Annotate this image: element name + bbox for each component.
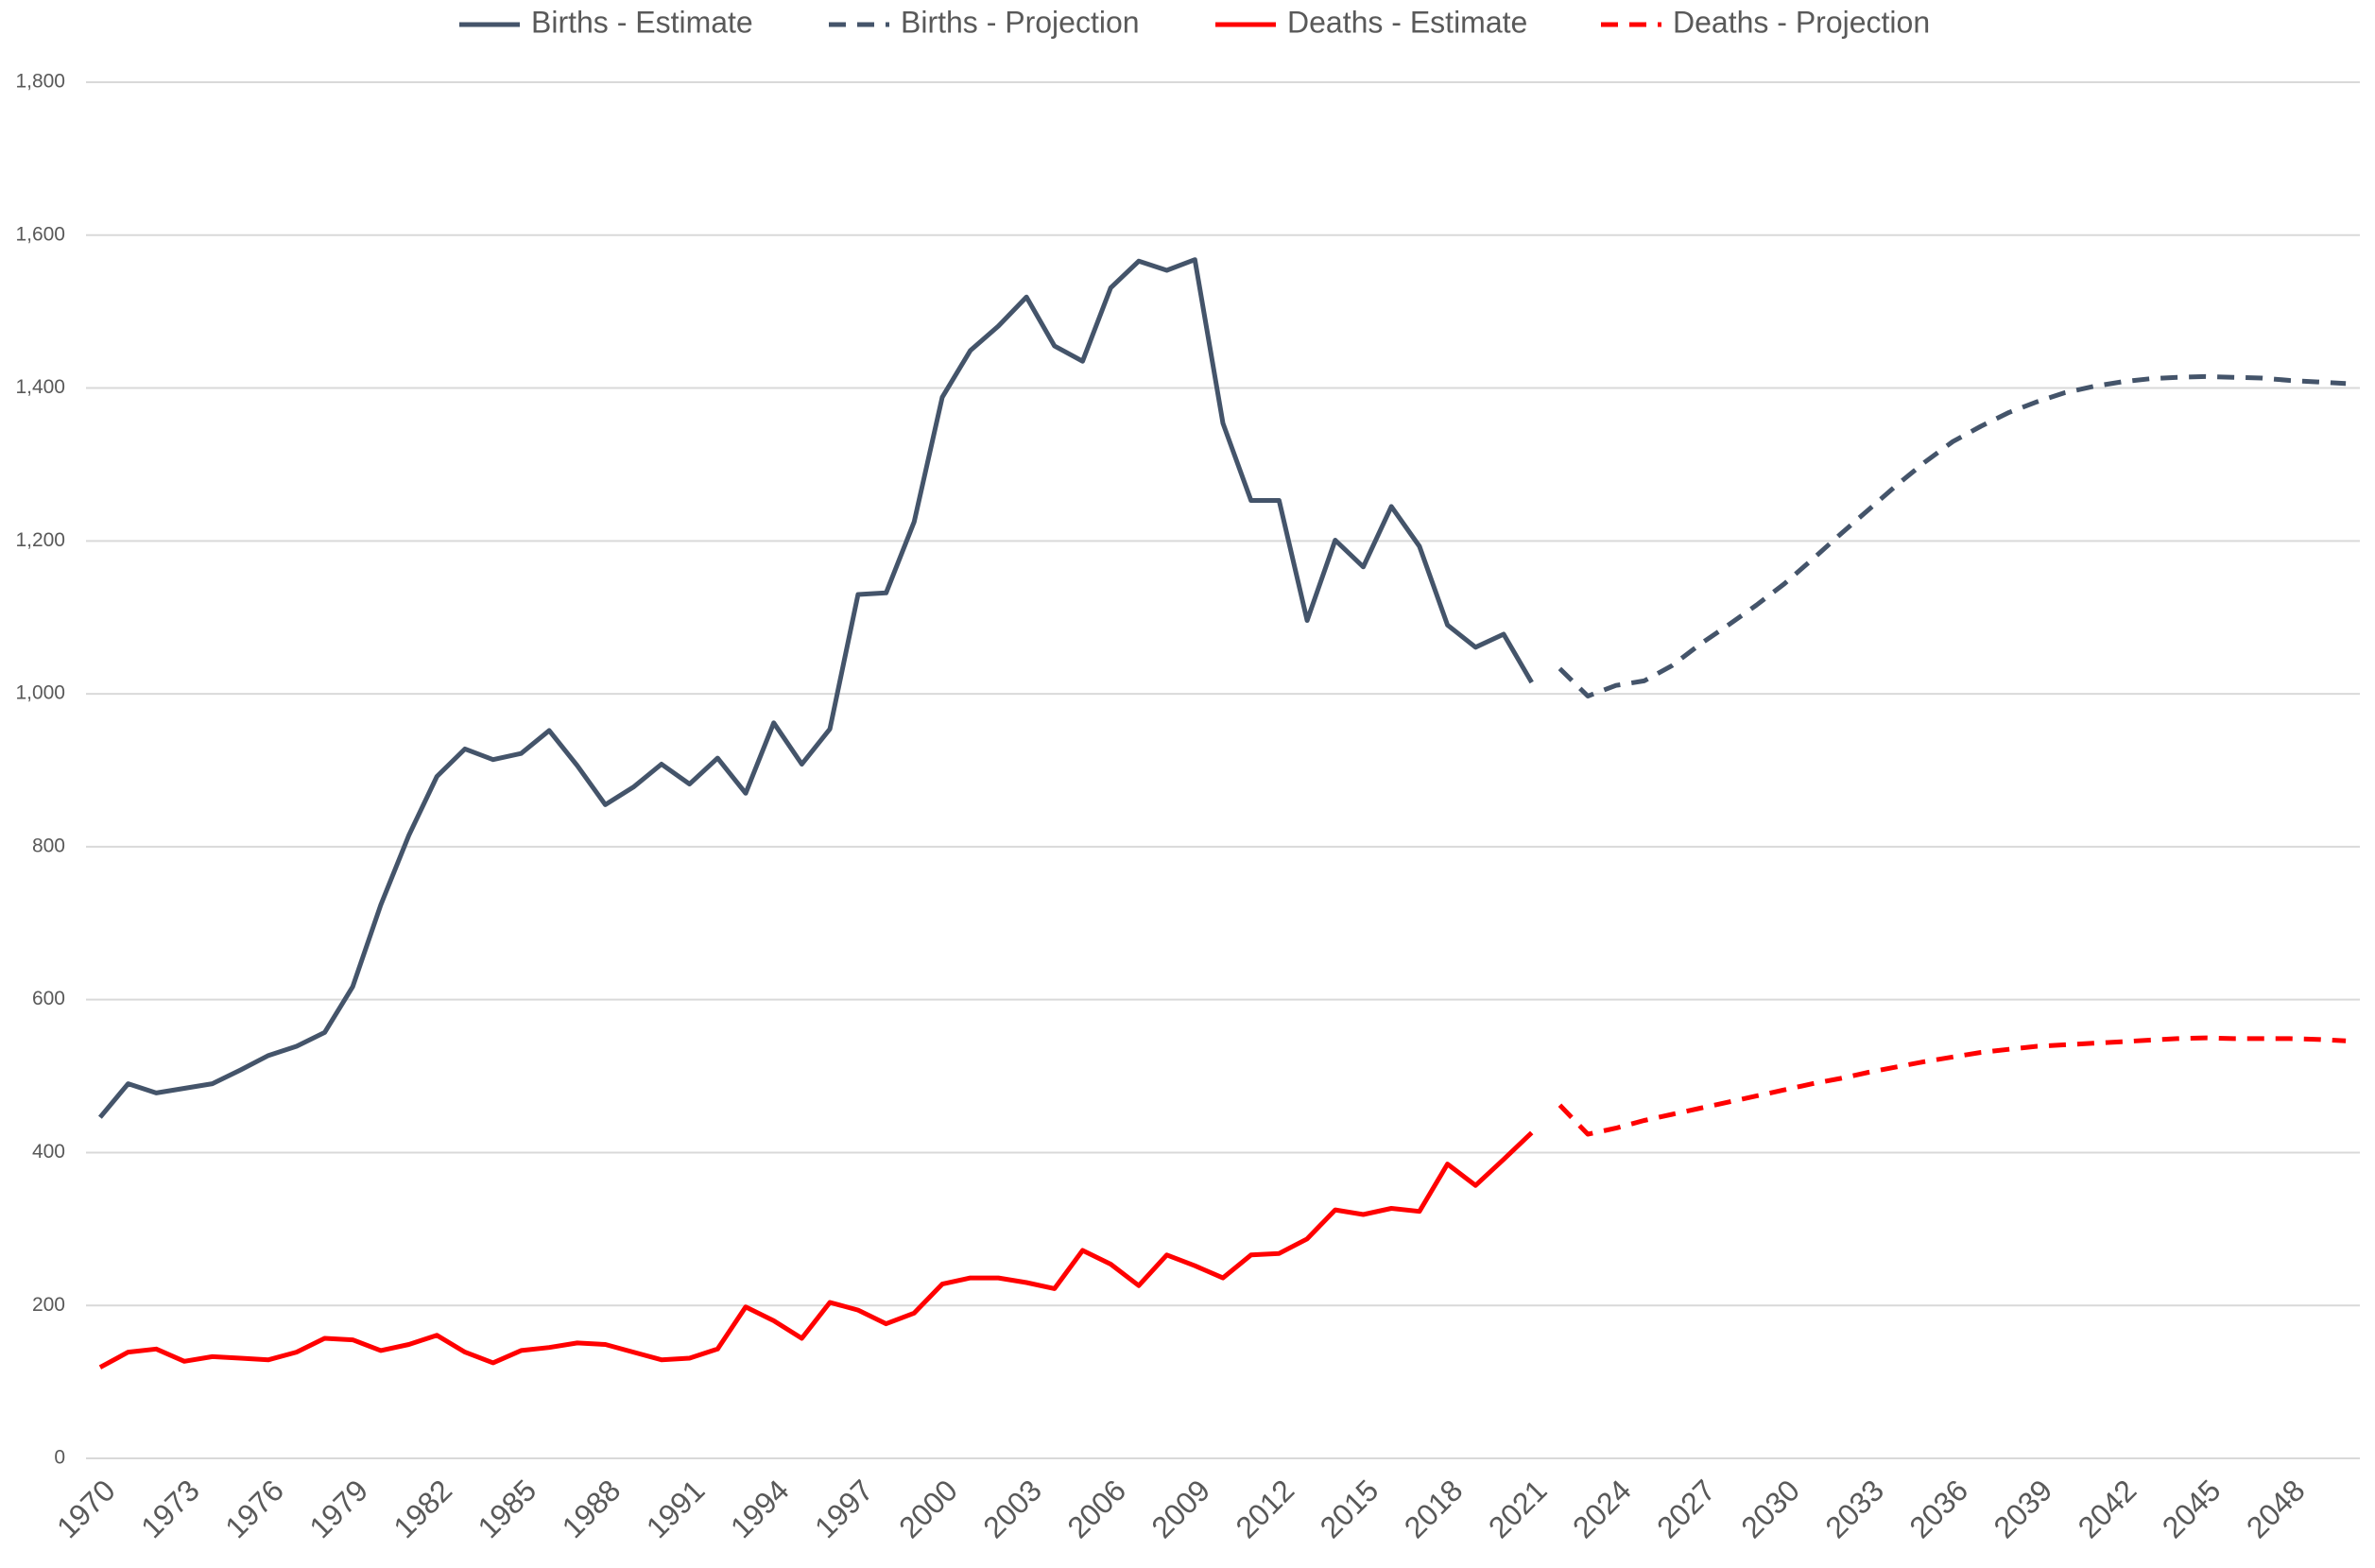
y-tick-label: 1,400 <box>15 376 65 398</box>
x-tick-label: 2024 <box>1566 1473 1638 1544</box>
x-tick-label: 2030 <box>1734 1473 1806 1544</box>
series-line <box>1558 1035 2347 1137</box>
x-tick-label: 1979 <box>302 1473 374 1544</box>
x-tick-label: 2027 <box>1650 1473 1722 1544</box>
y-tick-label: 600 <box>32 988 65 1009</box>
x-tick-label: 2036 <box>1902 1473 1974 1544</box>
legend-label: Births - Projection <box>901 5 1140 39</box>
legend-label: Deaths - Estimate <box>1287 5 1527 39</box>
series-line <box>1558 373 2347 698</box>
x-tick-label: 2015 <box>1314 1473 1385 1544</box>
x-tick-label: 1970 <box>50 1473 122 1544</box>
x-tick-label: 1976 <box>218 1473 290 1544</box>
x-tick-label: 1985 <box>472 1473 543 1544</box>
y-tick-label: 400 <box>32 1141 65 1163</box>
x-tick-label: 2033 <box>1818 1473 1890 1544</box>
x-tick-label: 2018 <box>1398 1473 1470 1544</box>
y-tick-label: 0 <box>54 1447 65 1469</box>
x-tick-label: 2012 <box>1230 1473 1301 1544</box>
x-tick-label: 2006 <box>1060 1473 1132 1544</box>
y-tick-label: 800 <box>32 835 65 856</box>
x-tick-label: 2021 <box>1482 1473 1554 1544</box>
y-tick-label: 1,000 <box>15 682 65 704</box>
x-tick-label: 2039 <box>1988 1473 2059 1544</box>
x-tick-label: 2009 <box>1144 1473 1216 1544</box>
x-tick-label: 2003 <box>976 1473 1048 1544</box>
x-tick-label: 2000 <box>892 1473 964 1544</box>
x-tick-label: 2048 <box>2240 1473 2312 1544</box>
legend-label: Deaths - Projection <box>1673 5 1930 39</box>
x-tick-label: 2045 <box>2156 1473 2228 1544</box>
y-tick-label: 1,200 <box>15 529 65 551</box>
y-tick-label: 1,600 <box>15 223 65 245</box>
series-line <box>97 257 1534 1119</box>
x-tick-label: 1994 <box>724 1473 796 1544</box>
series-line <box>98 1130 1534 1370</box>
x-tick-label: 1991 <box>640 1473 712 1544</box>
x-tick-label: 1982 <box>387 1473 458 1544</box>
y-tick-label: 200 <box>32 1294 65 1316</box>
x-tick-label: 1988 <box>556 1473 628 1544</box>
y-tick-label: 1,800 <box>15 71 65 93</box>
x-tick-label: 2042 <box>2072 1473 2143 1544</box>
x-tick-label: 1997 <box>808 1473 880 1544</box>
legend-label: Births - Estimate <box>531 5 753 39</box>
x-tick-label: 1973 <box>134 1473 206 1544</box>
